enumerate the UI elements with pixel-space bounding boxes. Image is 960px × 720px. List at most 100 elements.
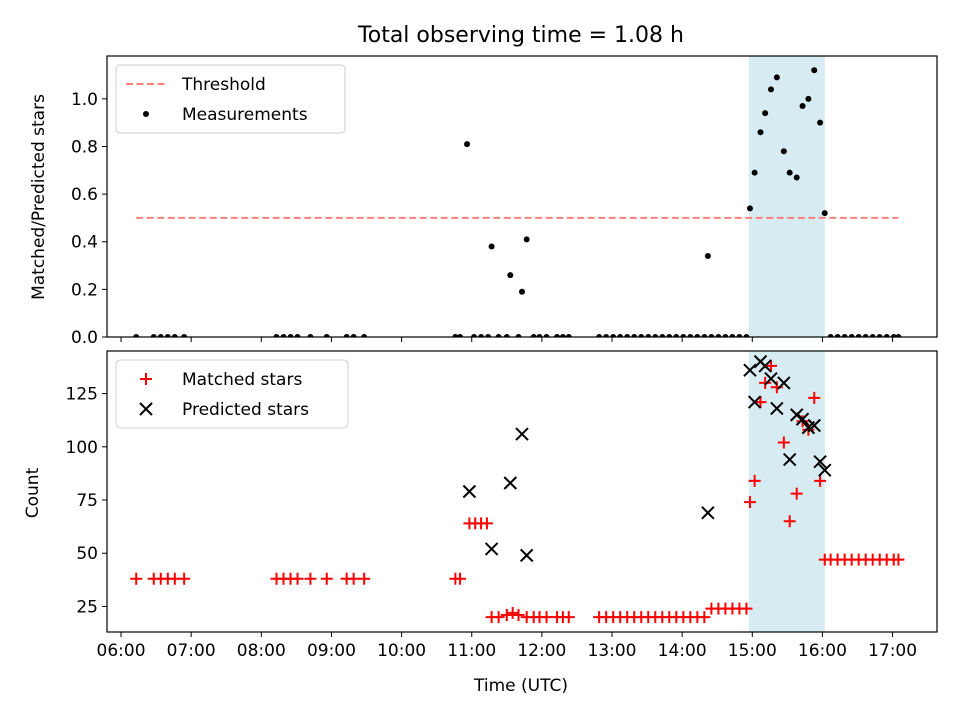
x-tick-label: 17:00: [868, 641, 917, 661]
predicted-star-marker: [743, 363, 757, 377]
legend: Threshold Measurements: [115, 64, 346, 134]
measurement-point: [530, 334, 537, 337]
legend-label: Matched stars: [182, 370, 302, 390]
measurement-point: [876, 334, 883, 337]
matched-star-marker: [506, 606, 519, 619]
predicted-star-marker: [790, 408, 804, 422]
measurement-point: [507, 272, 514, 279]
y-tick-label: 125: [66, 385, 98, 405]
x-tick-label: 14:00: [658, 641, 707, 661]
measurement-point: [659, 334, 666, 337]
matched-star-marker: [802, 423, 815, 436]
measurement-point: [890, 334, 897, 337]
x-tick-label: 06:00: [97, 641, 146, 661]
measurement-point: [603, 334, 610, 337]
measurement-point: [736, 334, 743, 337]
legend-label: Measurements: [182, 105, 308, 125]
x-axis-label: Time (UTC): [473, 676, 568, 696]
measurement-point: [624, 334, 631, 337]
measurement-point: [565, 334, 572, 337]
measurement-point: [786, 169, 793, 176]
measurement-point: [694, 334, 701, 337]
measurement-point: [361, 334, 368, 337]
measurement-point: [780, 148, 787, 155]
matched-star-marker: [790, 487, 803, 500]
y-axis-label-top: Matched/Predicted stars: [29, 94, 49, 300]
matched-star-marker: [492, 611, 505, 624]
measurement-point: [883, 334, 890, 337]
measurement-point: [343, 334, 350, 337]
matched-star-marker: [740, 602, 753, 615]
x-tick-label: 15:00: [728, 641, 777, 661]
measurement-point: [631, 334, 638, 337]
plot-area: [130, 354, 905, 624]
matched-star-marker: [480, 517, 493, 530]
measurement-point: [519, 288, 525, 295]
matched-star-marker: [320, 572, 333, 585]
measurement-point: [515, 334, 522, 337]
matched-star-marker: [454, 572, 467, 585]
y-tick-label: 0.2: [71, 280, 98, 300]
x-tick-label: 10:00: [377, 641, 426, 661]
x-tick-label: 09:00: [307, 641, 356, 661]
matched-star-marker: [304, 572, 317, 585]
matched-star-marker: [777, 436, 790, 449]
predicted-star-marker: [701, 506, 715, 520]
measurement-point: [495, 334, 502, 337]
matched-star-marker: [358, 572, 371, 585]
matched-star-marker: [808, 391, 821, 404]
y-tick-label: 50: [76, 544, 98, 564]
predicted-star-marker: [813, 454, 827, 469]
predicted-star-marker: [770, 401, 784, 416]
predicted-star-marker: [747, 395, 762, 409]
y-tick-label: 0.6: [71, 185, 98, 205]
matched-star-marker: [748, 474, 761, 487]
measurement-point: [464, 141, 471, 148]
predicted-star-marker: [519, 548, 534, 563]
measurement-point: [793, 174, 800, 181]
measurement-point: [554, 334, 561, 337]
measurement-point: [307, 334, 314, 337]
measurement-point: [287, 334, 294, 337]
measurement-point: [273, 334, 280, 337]
measurement-point: [452, 334, 459, 337]
predicted-star-marker: [777, 376, 791, 390]
predicted-star-marker: [462, 484, 477, 499]
measurement-point: [834, 334, 841, 337]
legend-box: [115, 359, 349, 429]
measurement-point: [715, 334, 722, 337]
y-tick-label: 0.8: [71, 137, 98, 157]
measurement-point: [523, 236, 530, 243]
measurement-point: [617, 334, 624, 337]
measurement-point: [773, 74, 780, 81]
measurement-point: [610, 334, 617, 337]
measurement-point: [294, 334, 301, 337]
measurement-point: [133, 334, 140, 337]
measurement-point: [471, 334, 478, 337]
measurement-point: [746, 205, 753, 212]
x-tick-label: 07:00: [167, 641, 216, 661]
predicted-star-marker: [764, 371, 778, 386]
axes-frame: [106, 350, 938, 633]
measurement-point: [652, 334, 659, 337]
measurement-point: [559, 334, 566, 337]
measurement-point: [757, 129, 764, 136]
measurement-point: [704, 253, 711, 260]
measurement-point: [280, 334, 287, 337]
matched-star-marker: [796, 415, 809, 428]
x-tick-label: 08:00: [237, 641, 286, 661]
measurement-point: [478, 334, 485, 337]
top-panel: 0.0 0.2 0.4 0.6 0.8 1.0 Threshold Measurements: [71, 55, 938, 348]
plot-area: [133, 67, 902, 337]
chart-title: Total observing time = 1.08 h: [357, 23, 684, 48]
x-tick-label: 12:00: [517, 641, 566, 661]
measurement-point: [708, 334, 715, 337]
measurement-point: [869, 334, 876, 337]
measurement-point: [827, 334, 834, 337]
matched-star-marker: [562, 611, 575, 624]
measurement-point: [895, 334, 902, 337]
measurement-point: [821, 210, 828, 217]
measurement-point: [722, 334, 729, 337]
measurement-point: [743, 334, 750, 337]
